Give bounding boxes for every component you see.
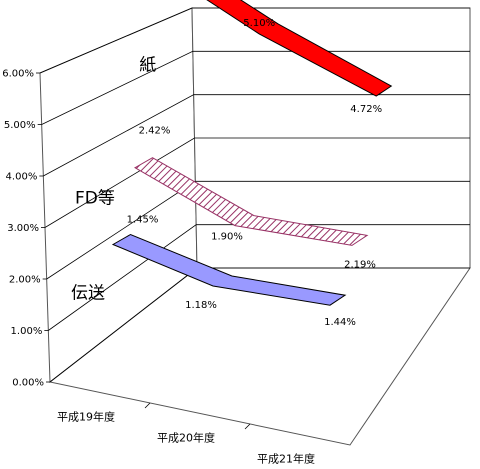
series-ribbon: [133, 157, 369, 246]
series-name-label: FD等: [75, 189, 115, 209]
gridline: [44, 137, 470, 228]
data-label: 4.72%: [350, 104, 382, 115]
gridline: [41, 50, 470, 125]
data-label: 1.45%: [127, 215, 159, 226]
gridline: [39, 7, 470, 74]
x-tick-mark: [144, 402, 151, 409]
y-tick-label: 6.00%: [2, 69, 34, 80]
gridline: [48, 224, 470, 331]
data-label: 2.42%: [139, 126, 171, 137]
data-label: 1.44%: [324, 317, 356, 328]
y-tick-label: 1.00%: [11, 326, 43, 337]
series-name-label: 紙: [139, 56, 156, 76]
y-tick-label: 0.00%: [12, 378, 44, 389]
series-ribbon: [206, 0, 393, 97]
y-tick-label: 2.00%: [9, 275, 41, 286]
y-tick-label: 5.00%: [4, 120, 36, 131]
data-label: 2.19%: [344, 259, 376, 270]
gridline: [46, 180, 470, 280]
x-tick-label: 平成21年度: [257, 452, 315, 465]
x-tick-mark: [244, 423, 251, 430]
data-label: 1.18%: [185, 300, 217, 311]
y-tick-label: 4.00%: [6, 172, 38, 183]
data-label: 1.90%: [211, 232, 243, 243]
data-label: 5.10%: [243, 18, 275, 29]
x-tick-label: 平成19年度: [57, 410, 115, 424]
series-ribbon: [111, 233, 347, 306]
y-tick-label: 3.00%: [7, 223, 39, 234]
x-tick-label: 平成20年度: [157, 431, 215, 445]
series-name-label: 伝送: [71, 284, 105, 304]
